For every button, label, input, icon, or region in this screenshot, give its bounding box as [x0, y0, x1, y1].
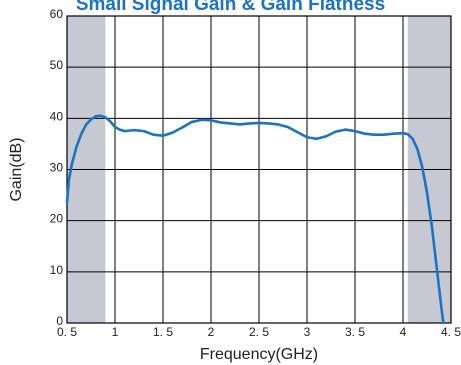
x-tick-label: 2. 5: [249, 325, 269, 339]
x-tick-label: 2: [208, 325, 215, 339]
x-tick-label: 3. 5: [345, 325, 365, 339]
y-tick-label: 20: [50, 212, 64, 226]
x-tick-label: 1. 5: [153, 325, 173, 339]
y-axis-label: Gain(dB): [8, 137, 25, 201]
y-tick-label: 50: [50, 58, 64, 72]
plot-frame: [66, 15, 452, 324]
x-tick-label: 3: [304, 325, 311, 339]
grid-lines: [67, 16, 451, 323]
gain-curve: [65, 114, 445, 325]
chart-title: Small Signal Gain & Gain Flatness: [75, 0, 386, 15]
y-tick-labels: 0 10 20 30 40 50 60: [50, 7, 64, 328]
y-tick-label: 0: [56, 314, 63, 328]
x-axis-label: Frequency(GHz): [200, 346, 318, 363]
y-tick-label: 30: [50, 161, 64, 175]
y-tick-label: 40: [50, 109, 64, 123]
x-tick-labels: 0. 5 1 1. 5 2 2. 5 3 3. 5 4 4. 5: [57, 325, 461, 339]
y-tick-label: 10: [50, 263, 64, 277]
x-tick-label: 4. 5: [441, 325, 461, 339]
x-tick-label: 0. 5: [57, 325, 77, 339]
x-tick-label: 1: [112, 325, 119, 339]
x-tick-label: 4: [400, 325, 407, 339]
y-tick-label: 60: [50, 7, 64, 21]
